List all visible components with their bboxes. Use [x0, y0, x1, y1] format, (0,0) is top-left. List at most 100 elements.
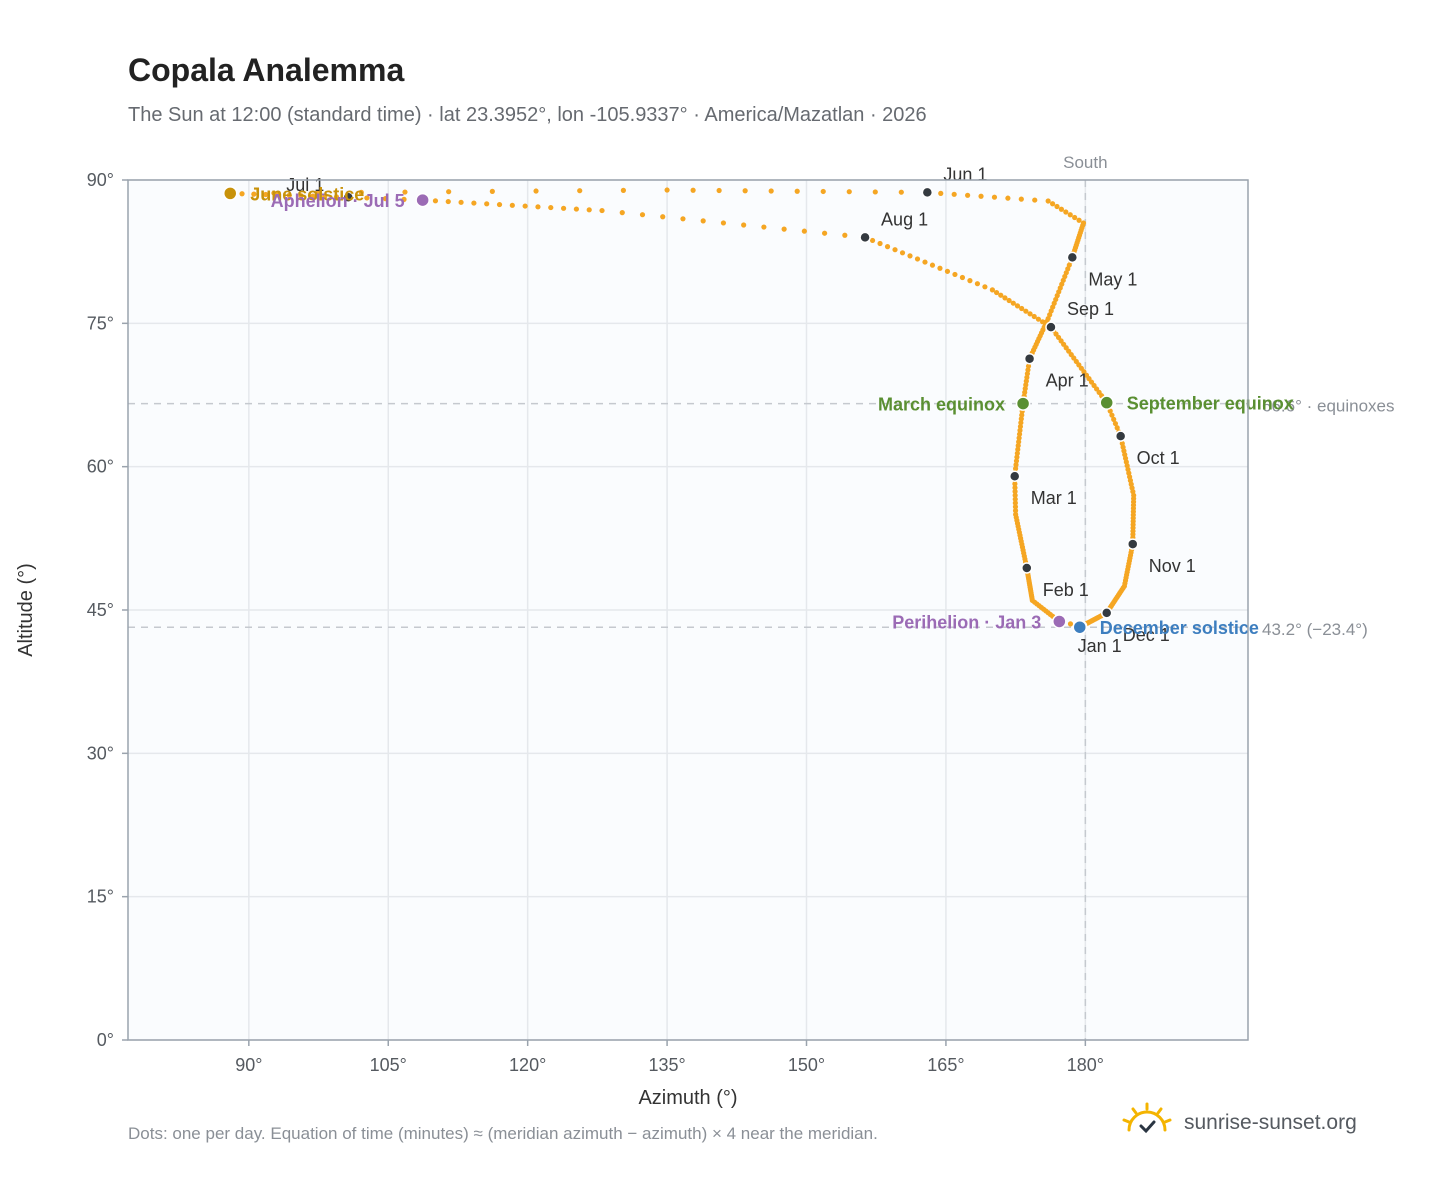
daily-sun-dot	[951, 191, 957, 197]
daily-sun-dot	[458, 199, 464, 205]
y-tick-label: 30°	[87, 743, 114, 763]
daily-sun-dot	[842, 232, 848, 238]
daily-sun-dot	[937, 265, 943, 271]
daily-sun-dot	[1111, 416, 1117, 422]
daily-sun-dot	[884, 244, 891, 250]
daily-sun-dot	[899, 250, 906, 256]
daily-sun-dot	[1012, 492, 1018, 498]
daily-sun-dot	[1035, 316, 1042, 322]
daily-sun-dot	[680, 216, 686, 222]
daily-sun-dot	[998, 292, 1004, 298]
x-axis-title: Azimuth (°)	[638, 1087, 737, 1109]
month-marker-label: Oct 1	[1137, 448, 1180, 468]
daily-sun-dot	[761, 224, 767, 230]
x-tick-label: 135°	[648, 1055, 685, 1075]
daily-sun-dot	[1076, 217, 1082, 223]
daily-sun-dot	[1010, 300, 1016, 306]
daily-sun-dot	[432, 198, 439, 204]
daily-sun-dot	[1012, 496, 1018, 502]
y-tick-label: 60°	[87, 457, 114, 477]
daily-sun-dot	[1058, 206, 1065, 212]
month-marker-label: Nov 1	[1149, 556, 1196, 576]
y-tick-label: 45°	[87, 600, 114, 620]
daily-sun-dot	[1016, 439, 1022, 445]
daily-sun-dot	[660, 214, 666, 220]
daily-sun-dot	[577, 188, 583, 194]
daily-sun-dot	[1017, 423, 1024, 430]
daily-sun-dot	[1112, 420, 1119, 427]
daily-sun-dot	[877, 240, 883, 247]
daily-sun-dot	[967, 278, 973, 284]
y-tick-label: 90°	[87, 170, 114, 190]
page-subtitle: The Sun at 12:00 (standard time) · lat 2…	[128, 104, 927, 126]
daily-sun-dot	[496, 201, 503, 208]
page-title: Copala Analemma	[128, 52, 405, 88]
daily-sun-dot	[1015, 443, 1021, 449]
daily-sun-dot	[1016, 435, 1022, 441]
daily-sun-dot	[907, 253, 913, 259]
daily-sun-dot	[1019, 305, 1025, 312]
daily-sun-dot	[1014, 450, 1020, 456]
daily-sun-dot	[599, 207, 605, 214]
daily-sun-dot	[781, 226, 787, 232]
daily-sun-dot	[1012, 500, 1018, 506]
month-marker-dot	[1023, 352, 1036, 365]
daily-sun-dot	[1006, 297, 1012, 304]
event-marker-label: March equinox	[878, 395, 1005, 415]
daily-sun-dot	[720, 220, 727, 226]
brand-name: sunrise-sunset.org	[1184, 1110, 1357, 1134]
daily-sun-dot	[959, 274, 966, 281]
daily-sun-dot	[1013, 511, 1019, 518]
brand[interactable]: sunrise-sunset.org	[1120, 1100, 1357, 1145]
daily-sun-dot	[978, 193, 984, 199]
month-marker-label: May 1	[1088, 269, 1137, 289]
sun-logo-icon	[1120, 1100, 1174, 1145]
daily-sun-dot	[1063, 209, 1069, 215]
daily-sun-dot	[1072, 214, 1078, 221]
daily-sun-dot	[263, 191, 269, 198]
x-tick-label: 165°	[927, 1055, 964, 1075]
daily-sun-dot	[1012, 488, 1018, 495]
daily-sun-dot	[315, 190, 321, 196]
daily-sun-dot	[929, 262, 936, 268]
daily-sun-dot	[358, 189, 364, 195]
daily-sun-dot	[690, 187, 696, 193]
daily-sun-dot	[639, 212, 646, 218]
daily-sun-dot	[484, 201, 490, 207]
daily-sun-dot	[700, 218, 706, 224]
month-marker-label: Mar 1	[1031, 488, 1077, 508]
daily-sun-dot	[310, 193, 316, 199]
month-marker-label: Aug 1	[881, 209, 928, 229]
month-marker-dot	[1008, 470, 1021, 482]
event-marker-label: December solstice	[1100, 618, 1259, 638]
daily-sun-dot	[801, 228, 807, 234]
daily-sun-dot	[522, 203, 528, 209]
daily-sun-dot	[333, 194, 340, 200]
daily-sun-dot	[251, 191, 257, 197]
month-marker-label: Jan 1	[1078, 636, 1122, 656]
daily-sun-dot	[1039, 319, 1046, 325]
daily-sun-dot	[1027, 311, 1033, 317]
daily-sun-dot	[1018, 420, 1024, 426]
month-marker-dot	[859, 231, 871, 244]
daily-sun-dot	[989, 287, 995, 293]
daily-sun-dot	[586, 207, 592, 213]
event-marker-dot	[1099, 395, 1114, 410]
daily-sun-dot	[922, 259, 928, 265]
daily-sun-dot	[445, 198, 451, 205]
daily-sun-dot	[446, 189, 452, 195]
y-tick-label: 75°	[87, 313, 114, 333]
daily-sun-dot	[1067, 212, 1073, 218]
daily-sun-dot	[944, 268, 951, 274]
daily-sun-dot	[298, 193, 304, 199]
daily-sun-dot	[821, 230, 828, 236]
daily-sun-dot	[1002, 295, 1008, 301]
month-marker-label: Dec 1	[1123, 625, 1170, 645]
daily-sun-dot	[820, 188, 826, 195]
event-marker-label: June solstice	[250, 184, 364, 204]
month-marker-label: Apr 1	[1046, 371, 1089, 391]
daily-sun-dot	[471, 200, 477, 206]
daily-sun-dot	[239, 191, 245, 197]
daily-sun-dot	[401, 196, 407, 202]
